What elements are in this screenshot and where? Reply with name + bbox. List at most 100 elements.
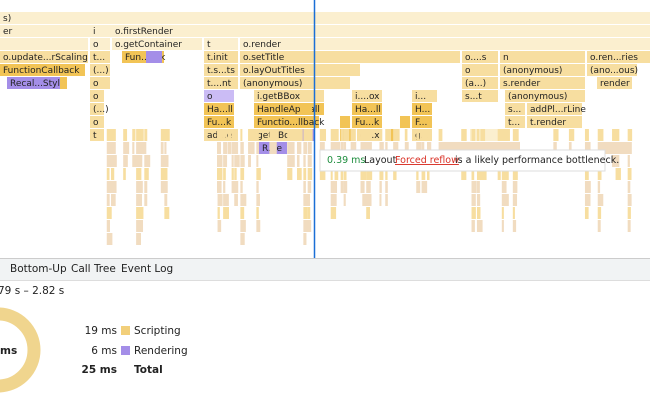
- flame-block: [330, 207, 337, 219]
- flame-label: n: [503, 53, 509, 63]
- flame-block: [144, 142, 147, 154]
- flame-block: [361, 129, 365, 141]
- flame-block: [223, 129, 226, 141]
- flame-block: [385, 142, 388, 154]
- flame-block: [615, 155, 620, 167]
- flame-label: addPl...rLine: [530, 105, 586, 115]
- flame-block: [234, 168, 237, 180]
- flame-block: [296, 129, 303, 141]
- tooltip-link[interactable]: Forced reflow: [395, 155, 459, 166]
- flame-block: [505, 116, 525, 128]
- flame-label: Fu...k: [207, 118, 232, 128]
- flame-block: [527, 103, 582, 115]
- flame-label: render: [600, 79, 630, 89]
- flame-block: [471, 220, 475, 232]
- flame-block: [553, 129, 556, 141]
- flame-label: t.s...ts: [207, 66, 235, 76]
- flame-block: [615, 129, 620, 141]
- tooltip-box: [319, 149, 606, 172]
- flame-block: [597, 194, 604, 206]
- flame-block: [269, 142, 274, 154]
- flame-block: [139, 142, 145, 154]
- flame-block: [60, 77, 67, 89]
- flame-block: [307, 181, 312, 193]
- flame-block: [90, 103, 104, 115]
- flame-block: [269, 129, 274, 141]
- legend-swatch: [121, 326, 130, 335]
- flame-block: [362, 168, 367, 180]
- summary-name: Total: [134, 364, 163, 376]
- flame-block: [360, 142, 365, 154]
- flame-block: [256, 181, 259, 193]
- flame-block: [568, 129, 575, 141]
- flame-block: [512, 194, 518, 206]
- flame-block: [427, 168, 430, 180]
- tab[interactable]: Event Log: [121, 263, 173, 275]
- flame-block: [404, 129, 408, 141]
- flame-block: [303, 129, 309, 141]
- flame-block: [144, 181, 148, 193]
- flame-block: [204, 77, 238, 89]
- flame-block: [106, 181, 112, 193]
- flame-block: [334, 129, 339, 141]
- legend-swatch: [121, 346, 130, 355]
- flame-block: [307, 220, 312, 232]
- flame-block: [512, 220, 517, 232]
- flame-block: [461, 142, 466, 154]
- flame-block: [274, 129, 278, 141]
- summary-value: 19 ms: [85, 325, 117, 337]
- summary-name: Rendering: [134, 345, 188, 357]
- flame-label: t: [207, 40, 211, 50]
- flame-block: [366, 129, 372, 141]
- flame-block: [136, 233, 142, 245]
- flame-block: [218, 194, 223, 206]
- tooltip-event: Layout: [364, 155, 397, 166]
- flame-block: [584, 207, 589, 219]
- flame-label: t: [93, 131, 97, 141]
- flame-block: [330, 168, 333, 180]
- flame-label: er: [3, 27, 13, 37]
- flame-block: [136, 194, 141, 206]
- flame-block: [366, 207, 370, 219]
- flame-block: [597, 142, 602, 154]
- flame-block: [307, 142, 312, 154]
- flame-block: [307, 194, 311, 206]
- tooltip-duration: 0.39 ms: [327, 155, 365, 166]
- flame-block: [330, 129, 337, 141]
- flame-block: [249, 129, 254, 141]
- tab[interactable]: Bottom-Up: [10, 263, 67, 275]
- flame-block: [501, 168, 505, 180]
- flame-block: [272, 129, 276, 141]
- flame-block: [412, 90, 437, 102]
- flame-block: [256, 129, 259, 141]
- flame-label: i....ox: [355, 92, 380, 102]
- flame-block: [379, 168, 384, 180]
- flame-label: o: [465, 66, 471, 76]
- flame-block: [501, 129, 507, 141]
- flame-block: [612, 155, 616, 167]
- flame-block: [480, 168, 487, 180]
- flame-block: [303, 155, 306, 167]
- flame-block: [615, 168, 621, 180]
- flame-block: [112, 38, 202, 50]
- flame-block: [334, 142, 341, 154]
- flame-label: s...t: [465, 92, 482, 102]
- flame-block: [471, 129, 476, 141]
- flame-label: t...: [508, 118, 520, 128]
- tooltip-message: is a likely performance bottleneck.: [455, 155, 619, 166]
- flame-block: [476, 129, 480, 141]
- flame-block: [504, 142, 507, 154]
- flame-block: [400, 116, 410, 128]
- flame-block: [421, 181, 428, 193]
- flame-label: o: [93, 40, 99, 50]
- flame-block: [164, 142, 167, 154]
- tab[interactable]: Call Tree: [71, 263, 116, 275]
- flame-block: [343, 142, 347, 154]
- flame-block: [136, 220, 142, 232]
- flame-block: [240, 77, 350, 89]
- flame-block: [476, 194, 481, 206]
- flame-block: [554, 142, 557, 154]
- flame-label: o.layOutTitles: [243, 66, 305, 76]
- range-label: 79 s – 2.82 s: [0, 285, 64, 297]
